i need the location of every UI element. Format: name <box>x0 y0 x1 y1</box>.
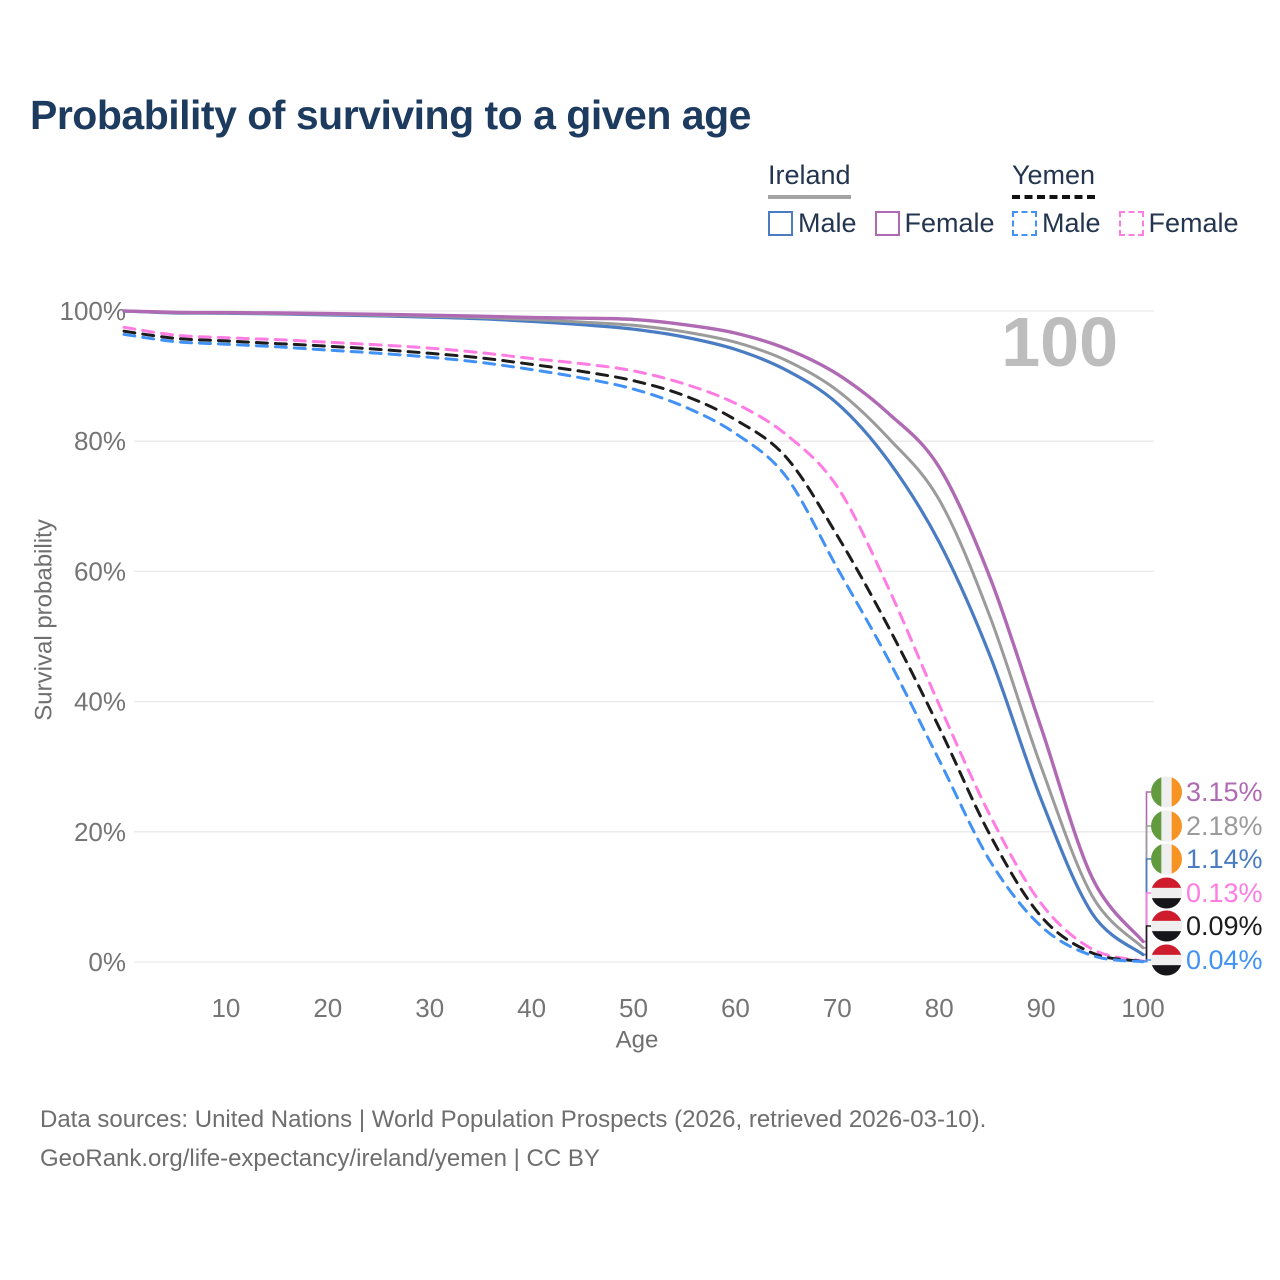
end-label-value-yemen-both-sexes: 0.09% <box>1186 911 1263 941</box>
legend-swatch-icon <box>1012 211 1037 236</box>
legend-item-yemen-male[interactable]: Male <box>1012 208 1101 239</box>
footer-source-line: Data sources: United Nations | World Pop… <box>40 1106 987 1133</box>
y-tick-label-0: 0% <box>88 947 126 977</box>
legend: Ireland Male Female Yemen Male Female <box>0 160 1250 240</box>
x-tick-label-70: 70 <box>823 993 852 1023</box>
x-axis-title: Age <box>616 1027 659 1054</box>
end-label-value-ireland-male: 1.14% <box>1186 844 1263 874</box>
end-label-connector-yemen-male <box>1143 959 1151 963</box>
flag-icon-yemen <box>1151 877 1182 909</box>
x-tick-label-40: 40 <box>517 993 546 1023</box>
y-tick-label-100: 100% <box>60 296 127 326</box>
legend-country-label-ireland: Ireland <box>768 160 851 199</box>
legend-item-label: Male <box>1042 208 1101 238</box>
x-tick-label-20: 20 <box>313 993 342 1023</box>
end-label-value-yemen-female: 0.13% <box>1186 878 1263 908</box>
legend-swatch-icon <box>768 211 793 236</box>
legend-country-label-yemen: Yemen <box>1012 160 1096 199</box>
series-line-ireland-male[interactable] <box>122 309 1145 957</box>
y-tick-label-20: 20% <box>74 817 126 847</box>
footer-url-line: GeoRank.org/life-expectancy/ireland/yeme… <box>40 1145 600 1172</box>
series-line-ireland-female[interactable] <box>122 309 1145 944</box>
flag-icon-ireland <box>1151 810 1182 842</box>
series-line-yemen-male[interactable] <box>122 332 1145 964</box>
flag-icon-yemen <box>1151 944 1182 976</box>
series-line-yemen-female[interactable] <box>122 325 1145 963</box>
y-tick-label-40: 40% <box>74 687 126 717</box>
x-tick-label-90: 90 <box>1027 993 1056 1023</box>
legend-item-label: Female <box>1148 208 1239 238</box>
flag-icon-ireland <box>1151 776 1182 808</box>
x-tick-label-50: 50 <box>619 993 648 1023</box>
series-line-ireland-both-sexes[interactable] <box>122 309 1145 950</box>
end-label-value-yemen-male: 0.04% <box>1186 945 1263 975</box>
legend-swatch-icon <box>1118 211 1144 236</box>
legend-item-ireland-male[interactable]: Male <box>768 208 857 239</box>
legend-swatch-icon <box>874 211 900 236</box>
series-line-yemen-both-sexes[interactable] <box>122 329 1145 963</box>
legend-group-ireland: Ireland Male Female <box>768 160 1013 239</box>
end-label-value-ireland-female: 3.15% <box>1186 777 1263 807</box>
flag-icon-yemen <box>1151 910 1182 942</box>
legend-item-label: Female <box>904 208 995 238</box>
chart-title: Probability of surviving to a given age <box>30 92 751 138</box>
y-tick-label-60: 60% <box>74 556 126 586</box>
x-tick-label-10: 10 <box>211 993 240 1023</box>
age-counter-watermark: 100 <box>1001 303 1118 381</box>
legend-item-ireland-female[interactable]: Female <box>874 208 995 239</box>
x-tick-label-60: 60 <box>721 993 750 1023</box>
legend-group-yemen: Yemen Male Female <box>1012 160 1257 239</box>
end-label-value-ireland-both-sexes: 2.18% <box>1186 811 1263 841</box>
x-tick-label-30: 30 <box>415 993 444 1023</box>
x-tick-label-100: 100 <box>1121 993 1164 1023</box>
end-label-connector-yemen-both-sexes <box>1143 925 1151 963</box>
y-axis-title: Survival probability <box>31 519 58 720</box>
flag-icon-ireland <box>1151 843 1182 875</box>
y-tick-label-80: 80% <box>74 426 126 456</box>
legend-item-label: Male <box>798 208 857 238</box>
legend-item-yemen-female[interactable]: Female <box>1118 208 1239 239</box>
x-tick-label-80: 80 <box>925 993 954 1023</box>
footer: Data sources: United Nations | World Pop… <box>40 1100 986 1178</box>
